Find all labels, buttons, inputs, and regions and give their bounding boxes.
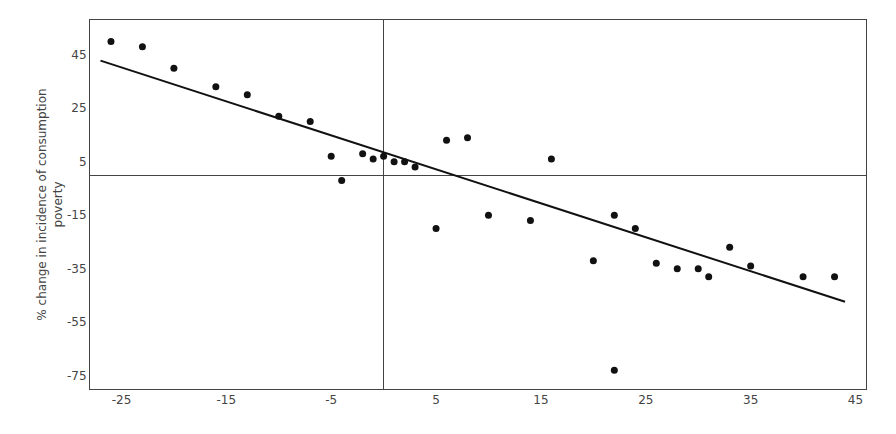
svg-text:45: 45 <box>71 48 86 62</box>
svg-text:-55: -55 <box>67 315 87 329</box>
svg-text:% change in incidence of consu: % change in incidence of consumptionpove… <box>35 88 65 320</box>
svg-text:5: 5 <box>432 393 440 407</box>
svg-text:-5: -5 <box>325 393 337 407</box>
svg-text:35: 35 <box>743 393 758 407</box>
svg-text:-75: -75 <box>67 369 87 383</box>
svg-text:5: 5 <box>79 155 87 169</box>
svg-text:-15: -15 <box>67 208 87 222</box>
svg-text:-35: -35 <box>67 262 87 276</box>
svg-text:-15: -15 <box>217 393 237 407</box>
svg-text:45: 45 <box>848 393 863 407</box>
svg-text:25: 25 <box>638 393 653 407</box>
svg-text:-25: -25 <box>112 393 132 407</box>
svg-text:15: 15 <box>533 393 548 407</box>
svg-text:25: 25 <box>71 101 86 115</box>
